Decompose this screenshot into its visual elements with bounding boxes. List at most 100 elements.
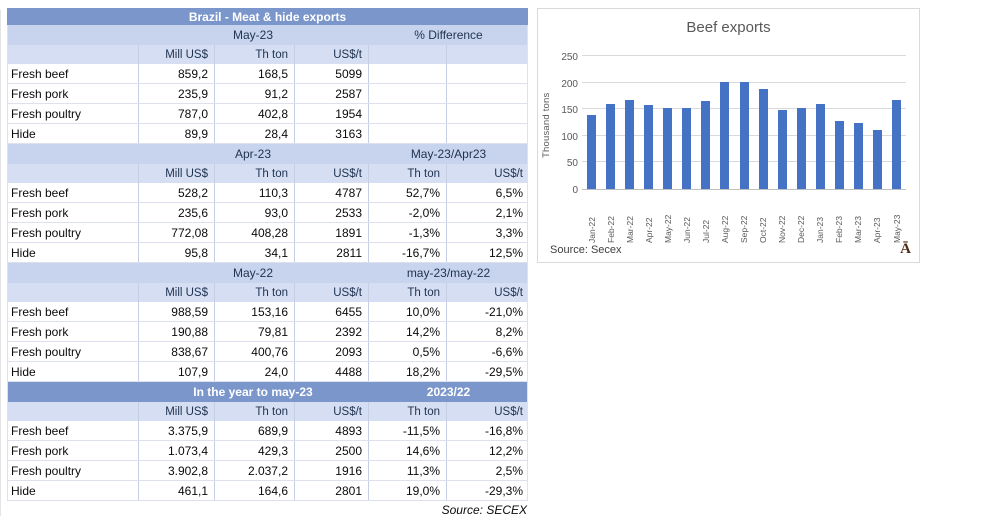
table-title: Brazil - Meat & hide exports xyxy=(7,8,528,25)
x-axis-label: Oct-22 xyxy=(758,217,769,243)
bar-slot xyxy=(601,57,620,189)
column-header: Mill US$ xyxy=(138,402,214,421)
x-axis-label: Nov-22 xyxy=(777,215,788,243)
column-header: US$/t xyxy=(294,164,368,183)
cell-value: 4488 xyxy=(294,362,368,381)
cell-value: 2,1% xyxy=(446,203,529,222)
bar-slot xyxy=(849,57,868,189)
cell-value: 772,08 xyxy=(138,223,214,242)
cell-value: 6,5% xyxy=(446,183,529,202)
y-axis-tick: 100 xyxy=(561,131,578,143)
row-label: Fresh poultry xyxy=(11,106,82,121)
row-label: Hide xyxy=(11,483,36,498)
bar xyxy=(682,108,692,189)
cell-value: 1.073,4 xyxy=(138,441,214,460)
x-axis-label: Aug-22 xyxy=(719,215,730,243)
cell-value: 528,2 xyxy=(138,183,214,202)
column-header xyxy=(368,45,446,64)
column-header-spacer xyxy=(8,283,138,302)
bar-slot xyxy=(773,57,792,189)
section-subheader-row: Mill US$ Th ton US$/t Th ton US$/t xyxy=(8,283,527,302)
section-band: Apr-23 May-23/Apr23 xyxy=(8,144,527,164)
x-axis-label-slot: Jan-22 xyxy=(582,193,601,243)
x-axis-label-slot: Nov-22 xyxy=(773,193,792,243)
bar-slot xyxy=(735,57,754,189)
x-axis-label-slot: Oct-22 xyxy=(754,193,773,243)
cell-value: 2392 xyxy=(294,322,368,341)
column-header: Th ton xyxy=(368,164,446,183)
column-header: US$/t xyxy=(446,402,529,421)
row-label: Fresh pork xyxy=(11,324,69,339)
bar xyxy=(796,108,806,189)
cell-value: 8,2% xyxy=(446,322,529,341)
x-axis-label: Apr-22 xyxy=(643,217,654,243)
cell-value: 93,0 xyxy=(214,203,294,222)
section-compare-header: 2023/22 xyxy=(426,385,471,399)
column-header-spacer xyxy=(8,402,138,421)
cell-value: -2,0% xyxy=(368,203,446,222)
table-row: Fresh pork 235,6 93,0 2533 -2,0% 2,1% xyxy=(8,203,527,223)
column-header: US$/t xyxy=(294,402,368,421)
y-axis-tick: 0 xyxy=(572,185,578,196)
column-header: Th ton xyxy=(368,283,446,302)
section-compare-header: May-23/Apr23 xyxy=(410,147,487,161)
bar xyxy=(739,81,749,189)
y-axis-tick: 50 xyxy=(566,158,578,170)
table-row: Fresh beef 859,2 168,5 5099 xyxy=(8,64,527,84)
bar-slot xyxy=(754,57,773,189)
bar-slot xyxy=(792,57,811,189)
cell-value xyxy=(446,84,529,103)
cell-value: 3,3% xyxy=(446,223,529,242)
cell-value: 235,6 xyxy=(138,203,214,222)
column-header xyxy=(446,45,529,64)
x-axis-label: Mar-22 xyxy=(624,216,635,243)
x-axis-label: Mar-23 xyxy=(853,216,864,243)
row-label: Fresh pork xyxy=(11,86,69,101)
beef-exports-chart: Beef exports Thousand tons 0 50 100 150 200 2… xyxy=(537,8,920,263)
bar-slot xyxy=(639,57,658,189)
column-header: US$/t xyxy=(294,283,368,302)
cell-value: 1916 xyxy=(294,461,368,480)
row-label: Fresh beef xyxy=(11,304,69,319)
table-row: Fresh pork 235,9 91,2 2587 xyxy=(8,84,527,104)
cell-value: 6455 xyxy=(294,302,368,321)
column-header: Th ton xyxy=(368,402,446,421)
column-header: Th ton xyxy=(214,164,294,183)
section-band: May-23 % Difference xyxy=(8,25,527,45)
x-axis-label: Jun-22 xyxy=(681,217,692,243)
cell-value xyxy=(446,124,529,143)
cell-value: 110,3 xyxy=(214,183,294,202)
section-subheader-row: Mill US$ Th ton US$/t Th ton US$/t xyxy=(8,402,527,421)
bar xyxy=(587,114,597,189)
cell-value: -6,6% xyxy=(446,342,529,361)
x-axis-label: Apr-23 xyxy=(872,217,883,243)
table-row: Hide 89,9 28,4 3163 xyxy=(8,124,527,144)
column-header: Th ton xyxy=(214,402,294,421)
sheet-edge-line xyxy=(0,10,1,516)
cell-value: 164,6 xyxy=(214,481,294,500)
x-axis-label: Jan-23 xyxy=(815,217,826,243)
row-label: Fresh pork xyxy=(11,443,69,458)
cell-value: 19,0% xyxy=(368,481,446,500)
x-axis-label: Sep-22 xyxy=(739,215,750,243)
exports-table: Brazil - Meat & hide exports May-23 % Dif… xyxy=(7,8,528,518)
bars-container xyxy=(582,57,906,189)
cell-value: 2811 xyxy=(294,243,368,262)
cell-value: 2801 xyxy=(294,481,368,500)
x-axis-label: Feb-23 xyxy=(834,216,845,243)
x-axis-label-slot: May-22 xyxy=(658,193,677,243)
cell-value: 52,7% xyxy=(368,183,446,202)
x-axis-label: Feb-22 xyxy=(605,216,616,243)
row-label: Fresh poultry xyxy=(11,463,82,478)
bar xyxy=(758,88,768,189)
bar-slot xyxy=(677,57,696,189)
x-axis-label-slot: Mar-22 xyxy=(620,193,639,243)
column-header: US$/t xyxy=(294,45,368,64)
bar-slot xyxy=(811,57,830,189)
cell-value: -16,7% xyxy=(368,243,446,262)
cell-value: 14,6% xyxy=(368,441,446,460)
table-row: Hide 461,1 164,6 2801 19,0% -29,3% xyxy=(8,481,527,501)
cell-value: 34,1 xyxy=(214,243,294,262)
cell-value: 689,9 xyxy=(214,421,294,440)
cell-value xyxy=(368,124,446,143)
